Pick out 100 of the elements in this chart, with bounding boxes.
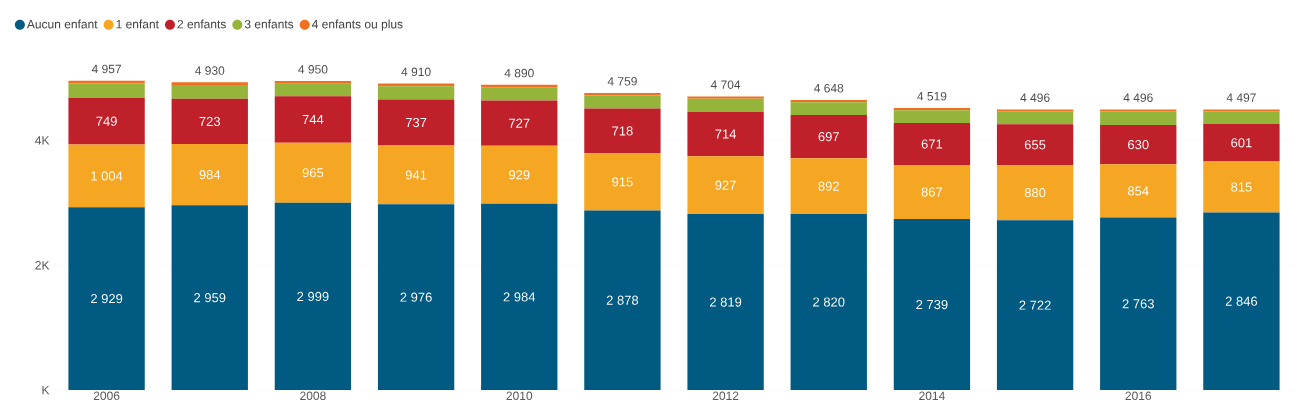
bar <box>893 123 971 165</box>
total-label: 4 890 <box>504 68 534 78</box>
bar <box>274 81 352 84</box>
total-label: 4 910 <box>401 67 431 77</box>
bar <box>68 97 145 145</box>
data-label: 2 878 <box>606 295 639 305</box>
bar <box>274 142 352 203</box>
data-label: 737 <box>405 117 427 128</box>
legend-label: Aucun enfant <box>26 19 98 29</box>
data-label: 2 819 <box>709 297 742 307</box>
data-label: 697 <box>818 132 839 142</box>
bar <box>790 158 867 215</box>
bar <box>687 111 764 157</box>
bar <box>68 83 145 98</box>
total-label: 4 957 <box>91 64 121 74</box>
bar <box>68 207 145 390</box>
total-label: 4 950 <box>298 65 328 74</box>
bar <box>1100 109 1177 112</box>
legend-label: 2 enfants <box>177 19 226 29</box>
bar <box>687 214 764 390</box>
bar <box>687 96 764 99</box>
data-label: 601 <box>1231 138 1252 148</box>
bar <box>996 165 1074 221</box>
total-label: 4 519 <box>917 91 947 101</box>
bar <box>481 87 558 101</box>
data-label: 941 <box>405 170 427 180</box>
data-label: 2 763 <box>1122 299 1154 309</box>
bar <box>584 108 661 154</box>
y-tick-label: 2K <box>35 261 50 270</box>
bar <box>996 109 1074 112</box>
bar <box>1203 109 1280 112</box>
data-label: 2 722 <box>1019 300 1051 310</box>
bar <box>584 210 661 390</box>
bar <box>68 144 145 208</box>
bar <box>377 204 455 390</box>
bar <box>274 202 352 390</box>
bar <box>687 98 764 112</box>
bar <box>790 214 867 390</box>
bar <box>996 124 1074 166</box>
bar <box>377 86 455 100</box>
legend-label: 4 enfants ou plus <box>311 19 403 31</box>
bar <box>1203 161 1280 213</box>
data-label: 984 <box>199 170 221 180</box>
legend-label: 3 enfants <box>244 19 294 29</box>
data-label: 929 <box>509 170 530 180</box>
legend-label: 1 enfant <box>116 19 159 29</box>
bar <box>274 96 352 143</box>
bar <box>377 145 455 205</box>
bar <box>893 164 971 220</box>
total-label: 4 648 <box>814 83 844 93</box>
data-label: 927 <box>715 180 736 190</box>
data-label: 744 <box>302 114 324 124</box>
data-label: 1 004 <box>91 171 123 181</box>
bar <box>1100 111 1177 125</box>
data-label: 727 <box>509 118 530 128</box>
bar <box>790 114 867 159</box>
x-tick-label: 2008 <box>300 391 326 401</box>
data-label: 2 999 <box>297 291 329 302</box>
data-label: 892 <box>818 181 839 191</box>
x-tick-label: 2014 <box>919 391 945 401</box>
data-label: 2 976 <box>400 292 432 302</box>
bar <box>1100 164 1177 218</box>
data-label: 2 739 <box>916 299 948 310</box>
data-label: 880 <box>1024 188 1046 198</box>
bar <box>171 98 248 144</box>
bar <box>584 153 661 211</box>
total-label: 4 704 <box>710 80 741 89</box>
total-label: 4 496 <box>1020 93 1050 102</box>
bar <box>893 219 971 390</box>
total-label: 4 930 <box>195 66 225 75</box>
bar <box>584 95 661 109</box>
data-label: 655 <box>1024 140 1046 150</box>
total-label: 4 496 <box>1123 93 1153 102</box>
data-label: 915 <box>612 177 633 187</box>
bar <box>274 83 352 97</box>
x-tick-label: 2016 <box>1125 391 1152 401</box>
total-label: 4 497 <box>1226 93 1256 102</box>
data-label: 2 959 <box>194 293 226 303</box>
x-tick-label: 2012 <box>712 391 739 401</box>
bar <box>687 156 764 215</box>
x-tick-label: 2010 <box>506 391 533 401</box>
bar <box>1203 212 1280 390</box>
data-label: 867 <box>921 187 943 197</box>
data-label: 2 820 <box>813 297 845 307</box>
data-label: 2 929 <box>90 294 123 304</box>
data-label: 749 <box>96 116 117 126</box>
bar <box>1100 217 1177 390</box>
data-label: 815 <box>1231 182 1252 192</box>
bar <box>1100 124 1177 165</box>
data-label: 718 <box>612 126 633 136</box>
data-label: 714 <box>715 129 737 139</box>
data-label: 630 <box>1128 140 1149 150</box>
bar <box>481 100 558 146</box>
data-label: 2 846 <box>1225 296 1258 306</box>
bar <box>893 108 971 111</box>
x-tick-label: 2006 <box>93 391 120 401</box>
bar <box>790 102 867 115</box>
bar <box>1203 124 1280 162</box>
bar <box>377 99 455 146</box>
y-tick-label: 4K <box>35 136 50 145</box>
